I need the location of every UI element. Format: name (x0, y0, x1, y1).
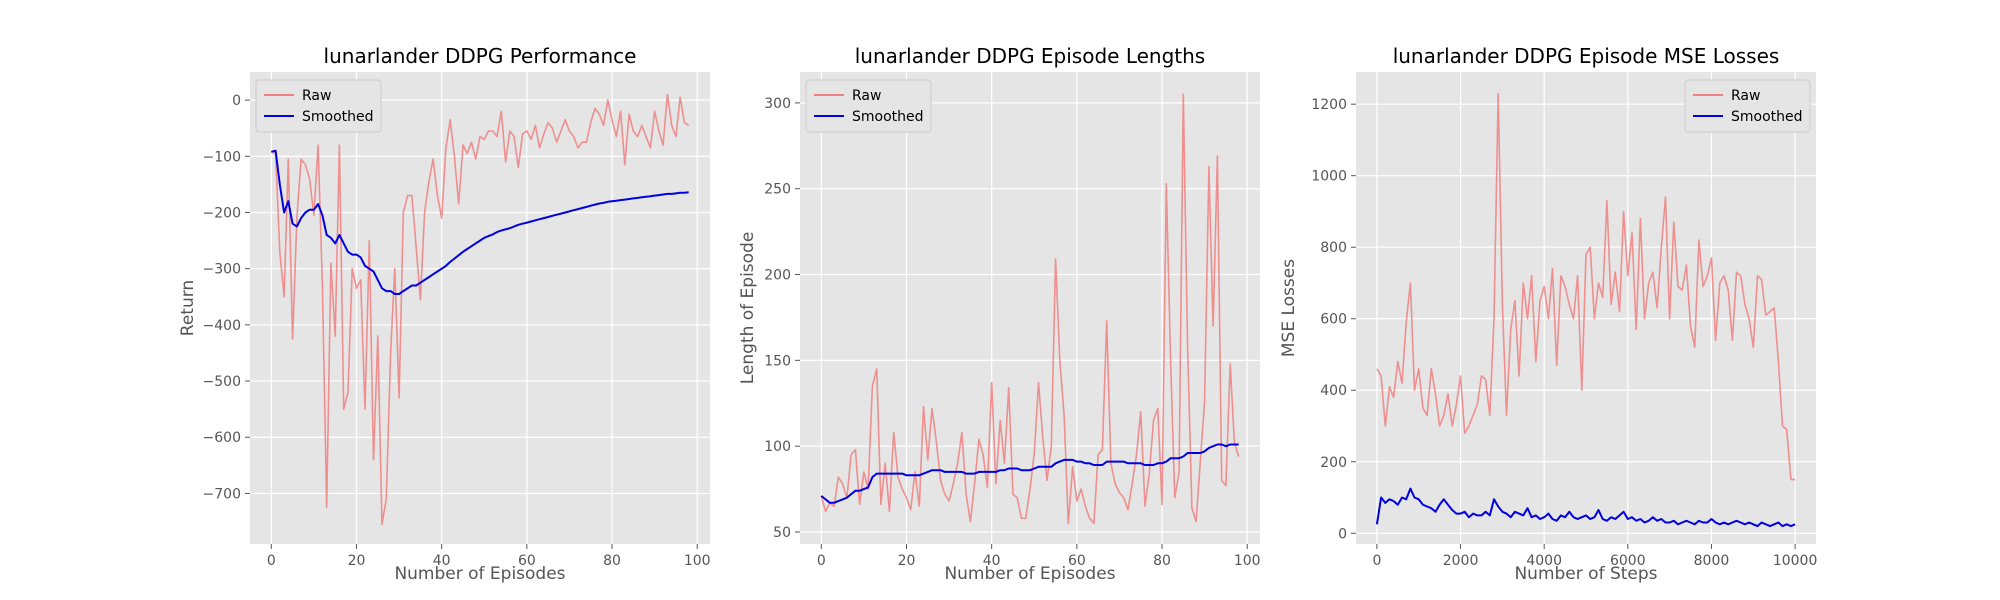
x-axis-label: Number of Episodes (394, 564, 565, 584)
y-tick-label: 1000 (1311, 169, 1347, 185)
y-axis-label: Return (178, 280, 198, 336)
legend-label: Raw (302, 88, 331, 104)
x-tick-label: 4000 (1526, 553, 1562, 569)
smoothed-series-line (271, 149, 689, 295)
legend: Raw Smoothed (805, 79, 932, 133)
chart-panel-mse-losses: 0 2000 4000 6000 8000 10000 0 200 400 600 800 1000 1… (1279, 44, 1817, 584)
chart-title: lunarlander DDPG Episode Lengths (855, 44, 1205, 68)
x-tick-label: 10000 (1773, 553, 1818, 569)
x-axis-label: Number of Steps (1514, 564, 1657, 584)
legend-label: Raw (1731, 88, 1760, 104)
chart-title: lunarlander DDPG Episode MSE Losses (1393, 44, 1780, 68)
y-tick-label: 100 (764, 439, 791, 455)
chart-panel-performance: 0 20 40 60 80 100 0 −100 −200 −300 −400 −500 −600 −70… (178, 44, 711, 584)
legend-box (805, 79, 932, 133)
plot-background (1356, 72, 1816, 544)
series-lines (271, 93, 690, 526)
y-tick-label: 0 (1338, 526, 1347, 542)
legend-label: Smoothed (302, 109, 374, 125)
y-tick-label: 250 (764, 182, 791, 198)
x-tick-label: 0 (267, 553, 276, 569)
y-tick-label: 50 (773, 525, 791, 541)
x-tick-label: 6000 (1610, 553, 1646, 569)
x-tick-label: 0 (817, 553, 826, 569)
y-axis-label: MSE Losses (1279, 259, 1299, 357)
y-tick-label: 300 (764, 96, 791, 112)
legend-box (1684, 79, 1811, 133)
y-tick-label: −400 (203, 318, 241, 334)
raw-series-line (271, 93, 690, 526)
y-tick-label: −200 (203, 205, 241, 221)
legend-label: Smoothed (1731, 109, 1803, 125)
x-tick-label: 20 (898, 553, 916, 569)
x-tick-label: 80 (1153, 553, 1171, 569)
y-tick-label: 0 (232, 93, 241, 109)
x-tick-label: 60 (1068, 553, 1086, 569)
series-lines (820, 93, 1240, 525)
x-tick-label: 60 (518, 553, 536, 569)
x-tick-label: 0 (1372, 553, 1381, 569)
y-tick-label: −600 (203, 430, 241, 446)
x-tick-label: 80 (603, 553, 621, 569)
legend: Raw Smoothed (255, 79, 382, 133)
x-tick-label: 40 (433, 553, 451, 569)
series-lines (1375, 92, 1796, 528)
tick-labels: 0 2000 4000 6000 8000 10000 0 200 400 600 800 1000 1… (1311, 97, 1817, 569)
smoothed-series-line (1375, 487, 1796, 528)
y-tick-label: −300 (203, 262, 241, 278)
y-tick-label: −700 (203, 486, 241, 502)
raw-series-line (1376, 92, 1796, 481)
plot-background (250, 72, 710, 544)
x-tick-label: 40 (983, 553, 1001, 569)
y-tick-label: 800 (1320, 240, 1347, 256)
y-tick-label: 200 (1320, 455, 1347, 471)
x-tick-label: 8000 (1694, 553, 1730, 569)
legend: Raw Smoothed (1684, 79, 1811, 133)
grid (795, 72, 1260, 549)
chart-title: lunarlander DDPG Performance (324, 44, 637, 68)
y-tick-label: −500 (203, 374, 241, 390)
legend-box (255, 79, 382, 133)
x-tick-label: 100 (684, 553, 711, 569)
tick-labels: 0 20 40 60 80 100 0 −100 −200 −300 −400 −500 −600 −70… (203, 93, 711, 569)
y-axis-label: Length of Episode (738, 232, 758, 385)
tick-labels: 0 20 40 60 80 100 50 100 150 200 250 300 (764, 96, 1260, 569)
y-tick-label: 600 (1320, 312, 1347, 328)
chart-panel-episode-lengths: 0 20 40 60 80 100 50 100 150 200 250 300 lunarlande… (738, 44, 1261, 584)
y-tick-label: 1200 (1311, 97, 1347, 113)
legend-label: Raw (852, 88, 881, 104)
y-tick-label: 150 (764, 353, 791, 369)
x-tick-label: 100 (1234, 553, 1261, 569)
grid (1351, 72, 1816, 549)
y-tick-label: 400 (1320, 383, 1347, 399)
raw-series-line (820, 93, 1240, 525)
x-axis-label: Number of Episodes (944, 564, 1115, 584)
x-tick-label: 2000 (1443, 553, 1479, 569)
legend-label: Smoothed (852, 109, 924, 125)
y-tick-label: −100 (203, 149, 241, 165)
x-tick-label: 20 (348, 553, 366, 569)
smoothed-series-line (820, 443, 1239, 504)
y-tick-label: 200 (764, 268, 791, 284)
